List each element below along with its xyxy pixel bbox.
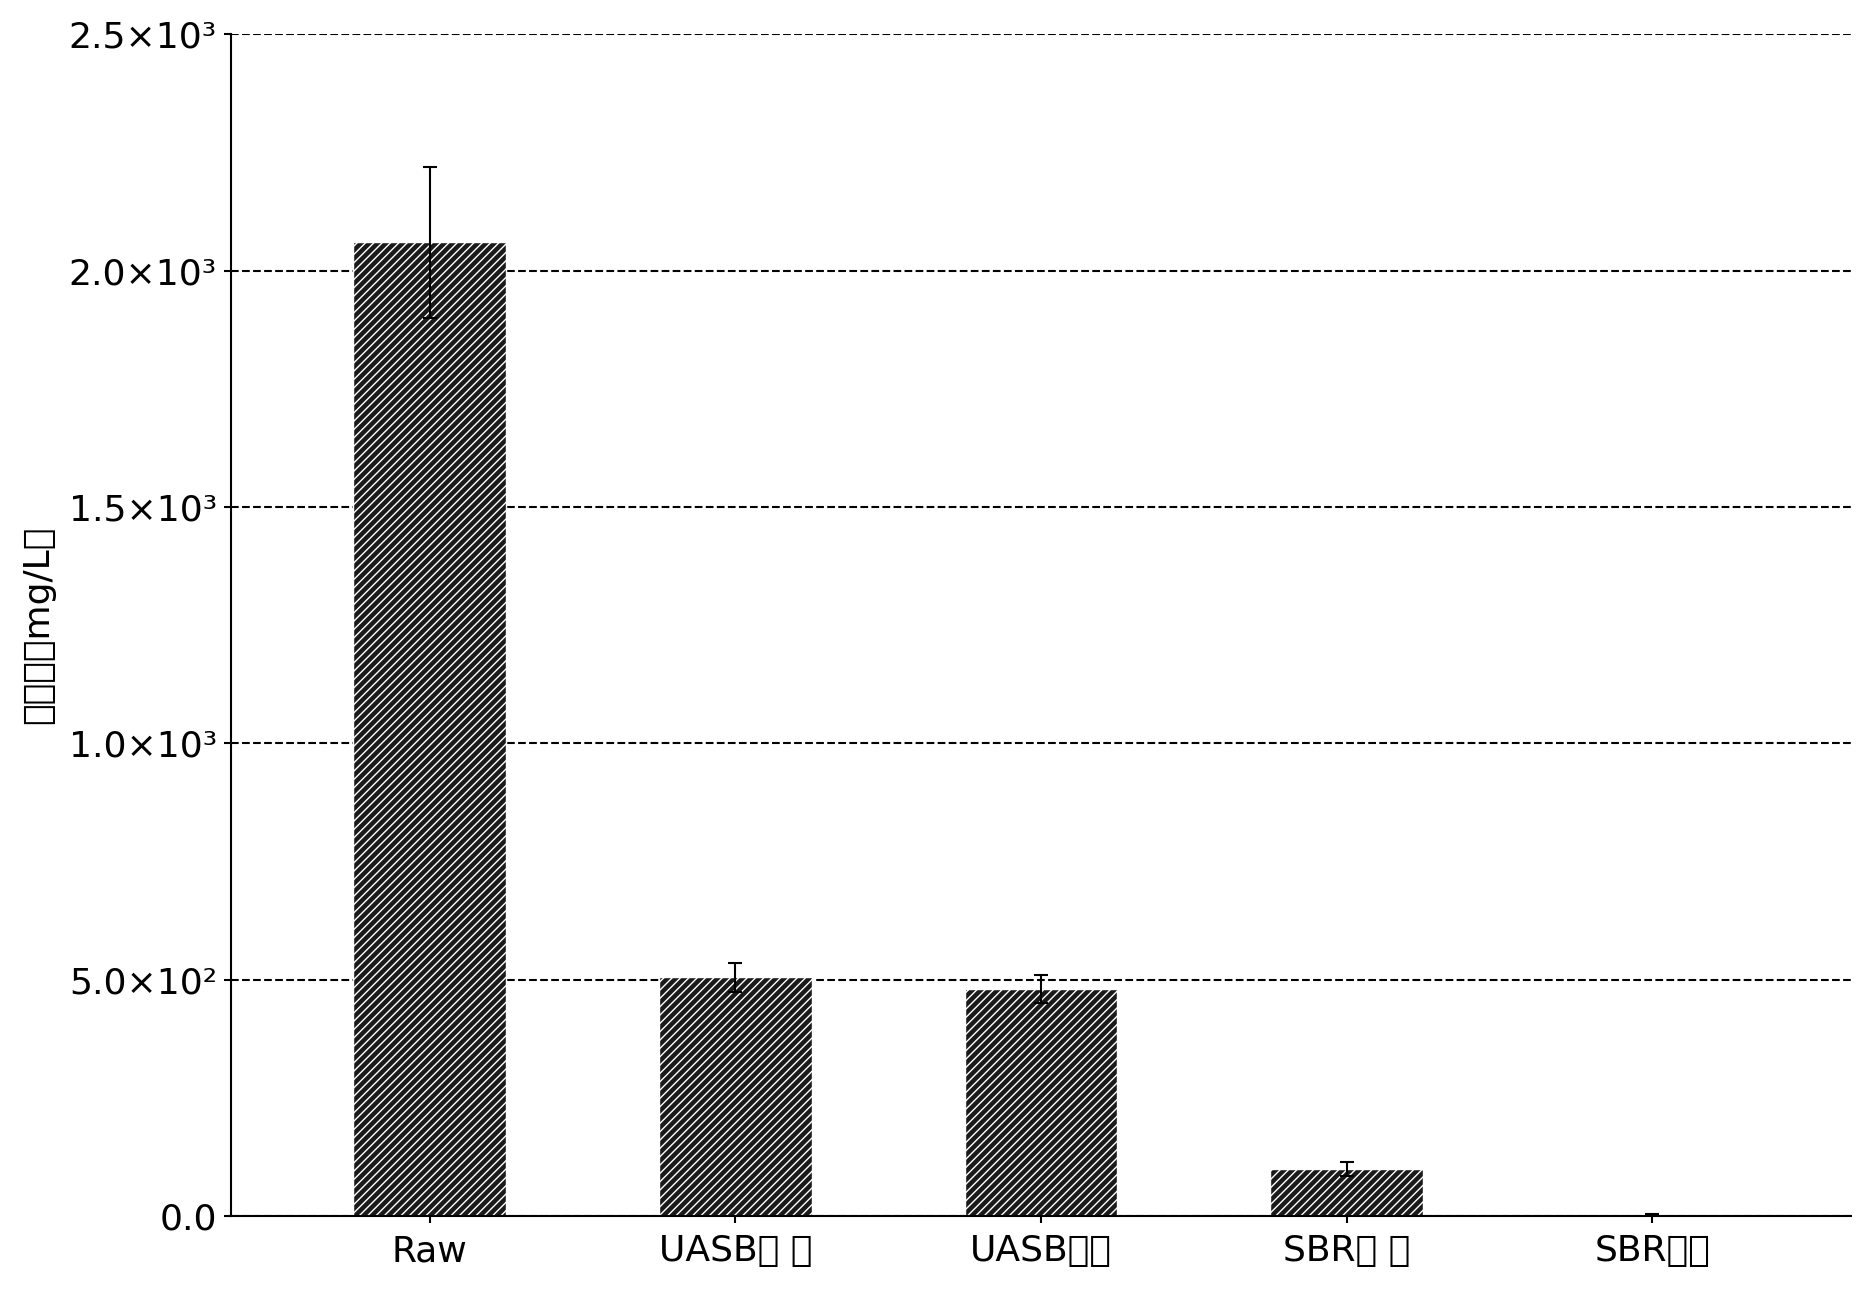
Y-axis label: 氨氮／（mg/L）: 氨氮／（mg/L） bbox=[21, 526, 54, 724]
Bar bbox=[659, 977, 812, 1216]
Bar bbox=[964, 989, 1118, 1216]
Bar bbox=[354, 242, 505, 1216]
Bar bbox=[1271, 1169, 1423, 1216]
Bar bbox=[1576, 1214, 1730, 1216]
